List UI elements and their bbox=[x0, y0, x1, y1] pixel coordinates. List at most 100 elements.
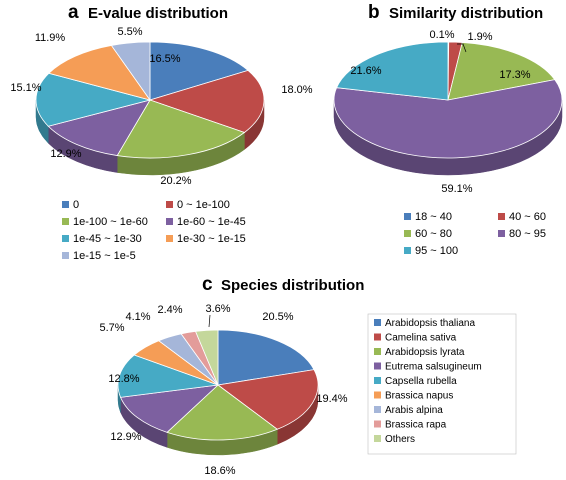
b-slice-60-80 bbox=[447, 42, 556, 101]
a-legend-label: 1e-45 ~ 1e-30 bbox=[73, 233, 142, 245]
c-slice-arabidopsis-thaliana bbox=[217, 329, 315, 386]
c-legend-swatch bbox=[374, 333, 381, 341]
panel-a-title: E-value distribution bbox=[88, 5, 228, 22]
c-legend-label: Arabidopsis lyrata bbox=[385, 347, 465, 358]
b-pct-label-60-80: 17.3% bbox=[499, 69, 530, 81]
c-legend-label: Capsella rubella bbox=[385, 376, 457, 387]
c-slice-arabidopsis-lyrata bbox=[166, 384, 279, 441]
c-slice-camelina-sativa bbox=[217, 369, 319, 430]
panel-a-evalue-pie: a E-value distribution 16.5% 18.0% 20.2% 12… bbox=[10, 2, 312, 262]
b-legend-item-80-95: 80 ~ 95 bbox=[498, 228, 546, 240]
c-pct-label-brassica-napus: 5.7% bbox=[99, 322, 124, 334]
a-legend-swatch bbox=[62, 235, 69, 242]
b-legend-item-18-40: 18 ~ 40 bbox=[404, 211, 452, 223]
a-pct-label-0-1e-100: 18.0% bbox=[281, 84, 312, 96]
panel-c-species-pie: c Species distribution 20.5% 19.4% 18.6% 12… bbox=[99, 274, 517, 477]
c-legend-item-brassica-rapa: Brassica rapa bbox=[374, 420, 447, 431]
c-legend-swatch bbox=[374, 406, 381, 413]
c-legend-swatch bbox=[374, 377, 381, 384]
c-legend-label: Brassica rapa bbox=[385, 420, 447, 431]
b-legend-label: 40 ~ 60 bbox=[509, 211, 546, 223]
c-pct-label-eutrema-salsugineum: 12.9% bbox=[110, 431, 141, 443]
a-legend-item-1e-15-1e-5: 1e-15 ~ 1e-5 bbox=[62, 250, 136, 262]
a-pct-label-0: 16.5% bbox=[149, 53, 180, 65]
b-legend-swatch bbox=[404, 230, 411, 237]
c-legend-label: Arabis alpina bbox=[385, 405, 443, 416]
a-pct-label-1e-30-1e-15: 11.9% bbox=[35, 32, 66, 44]
c-legend-label: Arabidopsis thaliana bbox=[385, 318, 475, 329]
c-legend-frame bbox=[367, 313, 517, 455]
b-legend-swatch bbox=[404, 213, 411, 220]
c-slice-eutrema-salsugineum bbox=[119, 384, 220, 433]
c-legend-item-eutrema-salsugineum: Eutrema salsugineum bbox=[374, 362, 482, 373]
a-legend-label: 1e-60 ~ 1e-45 bbox=[177, 216, 246, 228]
b-legend-label: 60 ~ 80 bbox=[415, 228, 452, 240]
b-pct-label-80-95: 59.1% bbox=[441, 183, 472, 195]
a-slice-0-1e-100 bbox=[148, 69, 265, 133]
c-pct-label-camelina-sativa: 19.4% bbox=[316, 393, 347, 405]
a-slice-1e-30-1e-15 bbox=[48, 44, 151, 101]
c-legend-label: Brassica napus bbox=[385, 391, 453, 402]
a-legend-label: 1e-100 ~ 1e-60 bbox=[73, 216, 148, 228]
panel-a-letter: a bbox=[68, 2, 79, 23]
c-pct-label-others: 3.6% bbox=[205, 303, 230, 315]
b-pct-label-95-100: 21.6% bbox=[350, 65, 381, 77]
b-legend-swatch bbox=[498, 213, 505, 220]
a-legend-label: 1e-15 ~ 1e-5 bbox=[73, 250, 136, 262]
a-legend-swatch bbox=[166, 235, 173, 242]
c-pct-label-arabidopsis-thaliana: 20.5% bbox=[262, 311, 293, 323]
a-pct-label-1e-45-1e-30: 15.1% bbox=[10, 82, 41, 94]
a-pie-sides bbox=[35, 99, 265, 176]
c-legend-item-others: Others bbox=[374, 434, 415, 445]
b-leader-line bbox=[457, 43, 467, 53]
b-pct-label-40-60: 1.9% bbox=[467, 31, 492, 43]
a-legend-item-0-1e-100: 0 ~ 1e-100 bbox=[166, 199, 230, 211]
b-legend-swatch bbox=[404, 247, 411, 254]
a-pct-label-1e-15-1e-5: 5.5% bbox=[117, 26, 142, 38]
c-legend-swatch bbox=[374, 319, 381, 326]
a-legend-item-1e-100-1e-60: 1e-100 ~ 1e-60 bbox=[62, 216, 148, 228]
b-legend-item-95-100: 95 ~ 100 bbox=[404, 245, 458, 257]
panel-b-letter: b bbox=[368, 2, 380, 23]
panel-c-title: Species distribution bbox=[221, 277, 364, 294]
a-legend-swatch bbox=[62, 201, 69, 208]
a-legend-label: 1e-30 ~ 1e-15 bbox=[177, 233, 246, 245]
b-legend-label: 18 ~ 40 bbox=[415, 211, 452, 223]
b-legend-label: 80 ~ 95 bbox=[509, 228, 546, 240]
a-slice-1e-60-1e-45 bbox=[47, 99, 151, 156]
a-legend-item-1e-60-1e-45: 1e-60 ~ 1e-45 bbox=[166, 216, 246, 228]
c-leader-line bbox=[208, 314, 211, 328]
c-legend-swatch bbox=[374, 420, 381, 428]
a-slice-1e-100-1e-60 bbox=[116, 99, 246, 159]
c-slice-capsella-rubella bbox=[117, 354, 219, 398]
a-legend-item-1e-30-1e-15: 1e-30 ~ 1e-15 bbox=[166, 233, 246, 245]
b-legend-item-40-60: 40 ~ 60 bbox=[498, 211, 546, 223]
a-legend-swatch bbox=[166, 201, 173, 208]
a-slice-0 bbox=[149, 41, 249, 101]
panel-c-letter: c bbox=[202, 274, 213, 295]
b-legend-item-60-80: 60 ~ 80 bbox=[404, 228, 452, 240]
c-legend-swatch bbox=[374, 391, 381, 399]
a-pct-label-1e-60-1e-45: 12.9% bbox=[50, 148, 81, 160]
c-slice-others bbox=[195, 329, 219, 386]
c-legend-swatch bbox=[374, 362, 381, 370]
a-pct-label-1e-100-1e-60: 20.2% bbox=[160, 175, 191, 187]
c-legend-item-arabidopsis-thaliana: Arabidopsis thaliana bbox=[374, 318, 475, 329]
c-legend-item-arabis-alpina: Arabis alpina bbox=[374, 405, 443, 416]
c-legend-swatch bbox=[374, 348, 381, 355]
b-slice-80-95 bbox=[333, 79, 563, 159]
a-legend-item-1e-45-1e-30: 1e-45 ~ 1e-30 bbox=[62, 233, 142, 245]
c-pct-label-arabidopsis-lyrata: 18.6% bbox=[204, 465, 235, 477]
b-slice-95-100 bbox=[336, 41, 449, 101]
a-legend-label: 0 ~ 1e-100 bbox=[177, 199, 230, 211]
c-legend-swatch bbox=[374, 435, 381, 442]
c-legend-item-arabidopsis-lyrata: Arabidopsis lyrata bbox=[374, 347, 465, 358]
a-legend-item-0: 0 bbox=[62, 199, 79, 211]
c-legend-label: Camelina sativa bbox=[385, 333, 457, 344]
c-pct-label-capsella-rubella: 12.8% bbox=[108, 373, 139, 385]
a-legend-swatch bbox=[62, 218, 69, 225]
c-pct-label-arabis-alpina: 4.1% bbox=[125, 311, 150, 323]
b-legend-swatch bbox=[498, 230, 505, 237]
c-pct-label-brassica-rapa: 2.4% bbox=[157, 304, 182, 316]
